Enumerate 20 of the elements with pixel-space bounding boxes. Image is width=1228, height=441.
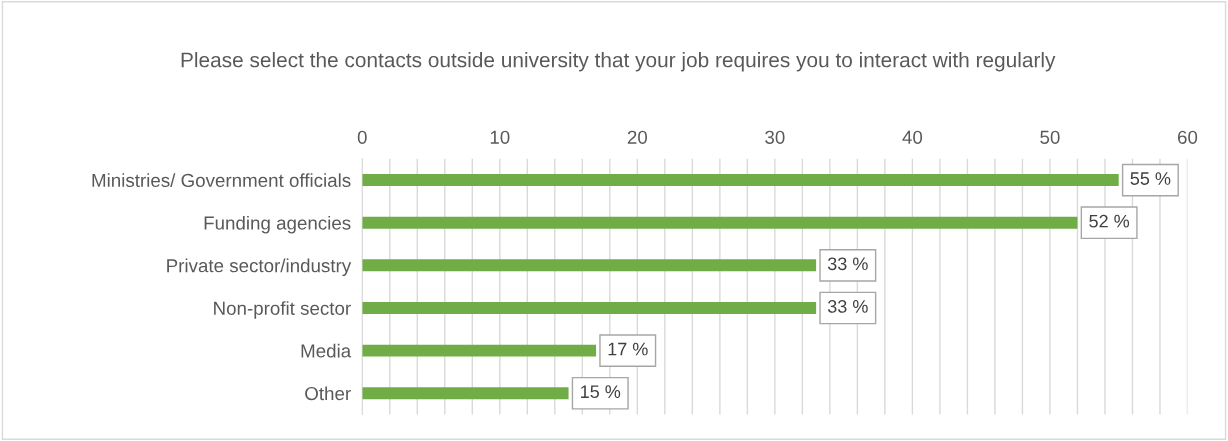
data-label: 33 %: [827, 300, 868, 313]
data-label: 17 %: [608, 342, 648, 356]
x-tick-label: 50: [1040, 130, 1060, 144]
data-label: 15 %: [581, 385, 621, 399]
x-tick-label: 30: [765, 130, 785, 144]
y-tick-label: Non-profit sector: [214, 301, 351, 319]
chart-title: Please select the contacts outside university that your job requires you to interact with regularly: [181, 52, 1056, 72]
data-label: 52 %: [1089, 214, 1130, 228]
x-tick-label: 40: [902, 130, 923, 144]
y-tick-label: Other: [305, 386, 351, 401]
x-tick-label: 60: [1178, 130, 1198, 144]
y-tick-label: Ministries/ Government officials: [92, 173, 351, 188]
y-tick-label: Private sector/industry: [167, 258, 352, 277]
y-tick-label: Media: [301, 343, 352, 358]
x-tick-label: 10: [490, 130, 510, 144]
y-tick-label: Funding agencies: [204, 215, 351, 234]
x-tick-label: 20: [627, 130, 648, 144]
data-label: 33 %: [827, 257, 868, 271]
data-label: 55 %: [1130, 172, 1171, 185]
x-tick-label: 0: [357, 130, 367, 144]
